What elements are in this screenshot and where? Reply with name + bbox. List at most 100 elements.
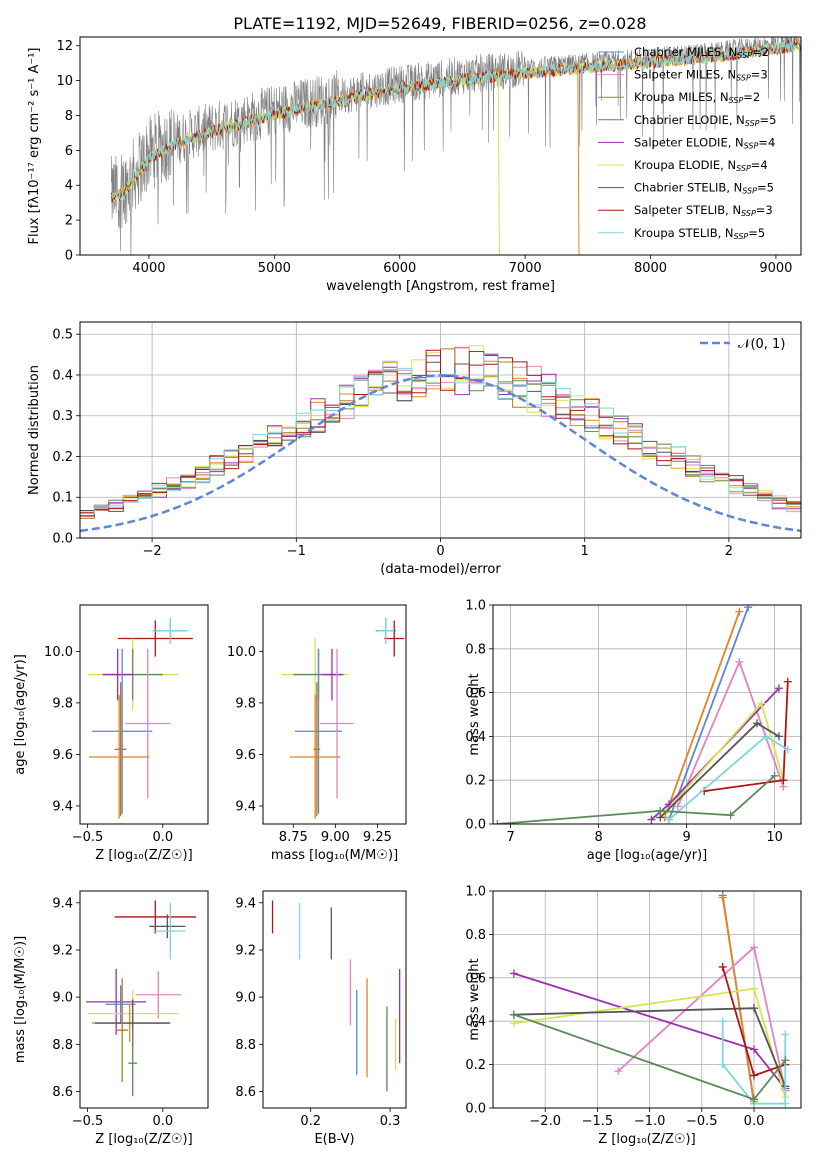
legend-label-suffix: =5 [757, 181, 774, 195]
y-tick-label: 0 [65, 249, 73, 264]
legend-label-suffix: =5 [760, 113, 777, 127]
legend-label-sub: SSP [736, 74, 751, 83]
weight-point-marker [493, 820, 502, 824]
legend-label: Kroupa MILES, NSSP=2 [634, 90, 760, 105]
weight-point-marker [509, 1010, 518, 1019]
weight-point-marker [783, 677, 792, 686]
histogram-series [80, 351, 801, 515]
y-tick-label: 1.0 [465, 599, 486, 614]
weight-vs-metallicity-panel: −2.0 −1.5 −1.0 −0.5 0.0 0.0 0.2 0.4 0.6 0.8 1.0 Z [… [465, 885, 802, 1147]
legend-label: Salpeter ELODIE, NSSP=4 [634, 135, 775, 150]
y-tick-label: 6 [65, 144, 73, 159]
legend-label-sub: SSP [745, 119, 760, 128]
legend-label-suffix: =3 [751, 68, 768, 82]
plot-area [493, 605, 792, 824]
model-spectrum-line [110, 39, 801, 201]
weight-point-marker [718, 962, 727, 971]
weight-series-line [721, 897, 755, 1102]
y-tick-label: 0.5 [52, 328, 73, 343]
x-tick-label: 7000 [509, 261, 542, 276]
x-tick-label: 0.0 [152, 830, 173, 845]
y-tick-label: 9.4 [52, 799, 73, 814]
plot-area [86, 900, 196, 1097]
y-tick-label: 10 [56, 74, 73, 89]
weight-point-marker [750, 1004, 759, 1013]
legend-label-text: Salpeter STELIB, N [634, 203, 741, 217]
x-axis-label: mass [log₁₀(M/M☉)] [271, 848, 398, 863]
y-tick-label: 1.0 [465, 885, 486, 900]
x-tick-label: 10 [766, 830, 783, 845]
weight-point-marker [647, 815, 656, 824]
legend-label-text: Chabrier MILES, N [634, 45, 737, 59]
legend-label-sub: SSP [729, 96, 744, 105]
x-tick-label: −0.5 [72, 830, 104, 845]
x-axis-label: Z [log₁₀(Z/Z☉)] [598, 1132, 695, 1147]
weight-point-marker [781, 1056, 790, 1065]
y-tick-label: 0.4 [465, 730, 486, 745]
axes-frame [79, 321, 802, 539]
legend-label-sub: SSP [734, 232, 749, 241]
legend-label-text: Kroupa ELODIE, N [634, 158, 736, 172]
weight-point-marker [718, 1017, 727, 1026]
y-tick-label: 9.8 [235, 696, 256, 711]
plot-area [271, 900, 401, 1092]
legend-label: 𝒩(0, 1) [738, 337, 785, 352]
y-axis-label: mass [log₁₀(M/M☉)] [13, 936, 28, 1063]
axes-frame [262, 604, 407, 825]
weight-point-marker [744, 605, 753, 612]
y-tick-label: 0.2 [465, 1058, 486, 1073]
y-tick-label: 0.4 [465, 1015, 486, 1030]
weight-point-marker [781, 1030, 790, 1039]
x-tick-label: −1 [287, 544, 306, 559]
axes-frame [492, 890, 802, 1109]
y-tick-label: 8.6 [235, 1085, 256, 1100]
weight-point-marker [775, 732, 783, 741]
y-axis-label: Flux [fλ10⁻¹⁷ erg cm⁻² s⁻¹ A⁻¹] [27, 48, 42, 245]
x-tick-label: 9.00 [321, 830, 350, 845]
y-tick-label: 0.1 [52, 491, 73, 506]
y-tick-label: 10.0 [227, 645, 256, 660]
x-tick-label: −2.0 [529, 1114, 561, 1129]
x-tick-label: 0.2 [300, 1114, 321, 1129]
axes-frame [262, 890, 407, 1109]
legend-label: Kroupa STELIB, NSSP=5 [634, 226, 765, 241]
y-tick-label: 9.4 [235, 799, 256, 814]
legend-label-suffix: =5 [748, 226, 765, 240]
weight-point-marker [509, 1019, 518, 1028]
legend-label-sub: SSP [742, 187, 757, 196]
x-tick-label: 8000 [634, 261, 667, 276]
axes-frame [79, 890, 209, 1109]
residuals-panel: −2 −1 0 1 2 0.0 0.1 0.2 0.3 0.4 0.5 (data-model)/er… [27, 321, 802, 577]
x-axis-label: E(B-V) [314, 1132, 354, 1147]
weight-point-marker [783, 745, 792, 754]
plot-area [87, 617, 193, 819]
histogram-series [80, 349, 801, 515]
x-tick-label: 9000 [759, 261, 792, 276]
legend-label-text: Kroupa STELIB, N [634, 226, 734, 240]
x-tick-label: −2 [143, 544, 162, 559]
y-axis-label: age [log₁₀(age/yr)] [13, 654, 28, 775]
y-tick-label: 0.0 [465, 818, 486, 833]
plot-area [509, 891, 790, 1108]
x-tick-label: 7 [506, 830, 514, 845]
legend-label-sub: SSP [741, 209, 756, 218]
y-tick-label: 9.4 [52, 896, 73, 911]
legend-label-text: Kroupa MILES, N [634, 90, 729, 104]
y-tick-label: 9.4 [235, 896, 256, 911]
y-tick-label: 8.8 [235, 1038, 256, 1053]
age-vs-mass-panel: 8.75 9.00 9.25 9.4 9.6 9.8 10.0 mass [log₁₀(M/M… [227, 604, 407, 863]
y-tick-label: 8.8 [52, 1038, 73, 1053]
x-tick-label: 9.25 [363, 830, 392, 845]
x-tick-label: −0.5 [686, 1114, 718, 1129]
y-tick-label: 4 [65, 179, 73, 194]
legend-label-suffix: =2 [743, 90, 760, 104]
legend-label: Salpeter STELIB, NSSP=3 [634, 203, 773, 218]
axes-frame [79, 604, 209, 825]
weight-point-marker [761, 732, 770, 741]
legend-label-text: Salpeter MILES, N [634, 68, 736, 82]
weight-point-marker [757, 699, 766, 708]
axes-frame [79, 36, 802, 256]
plot-area [281, 617, 405, 819]
weight-point-marker [775, 684, 783, 693]
